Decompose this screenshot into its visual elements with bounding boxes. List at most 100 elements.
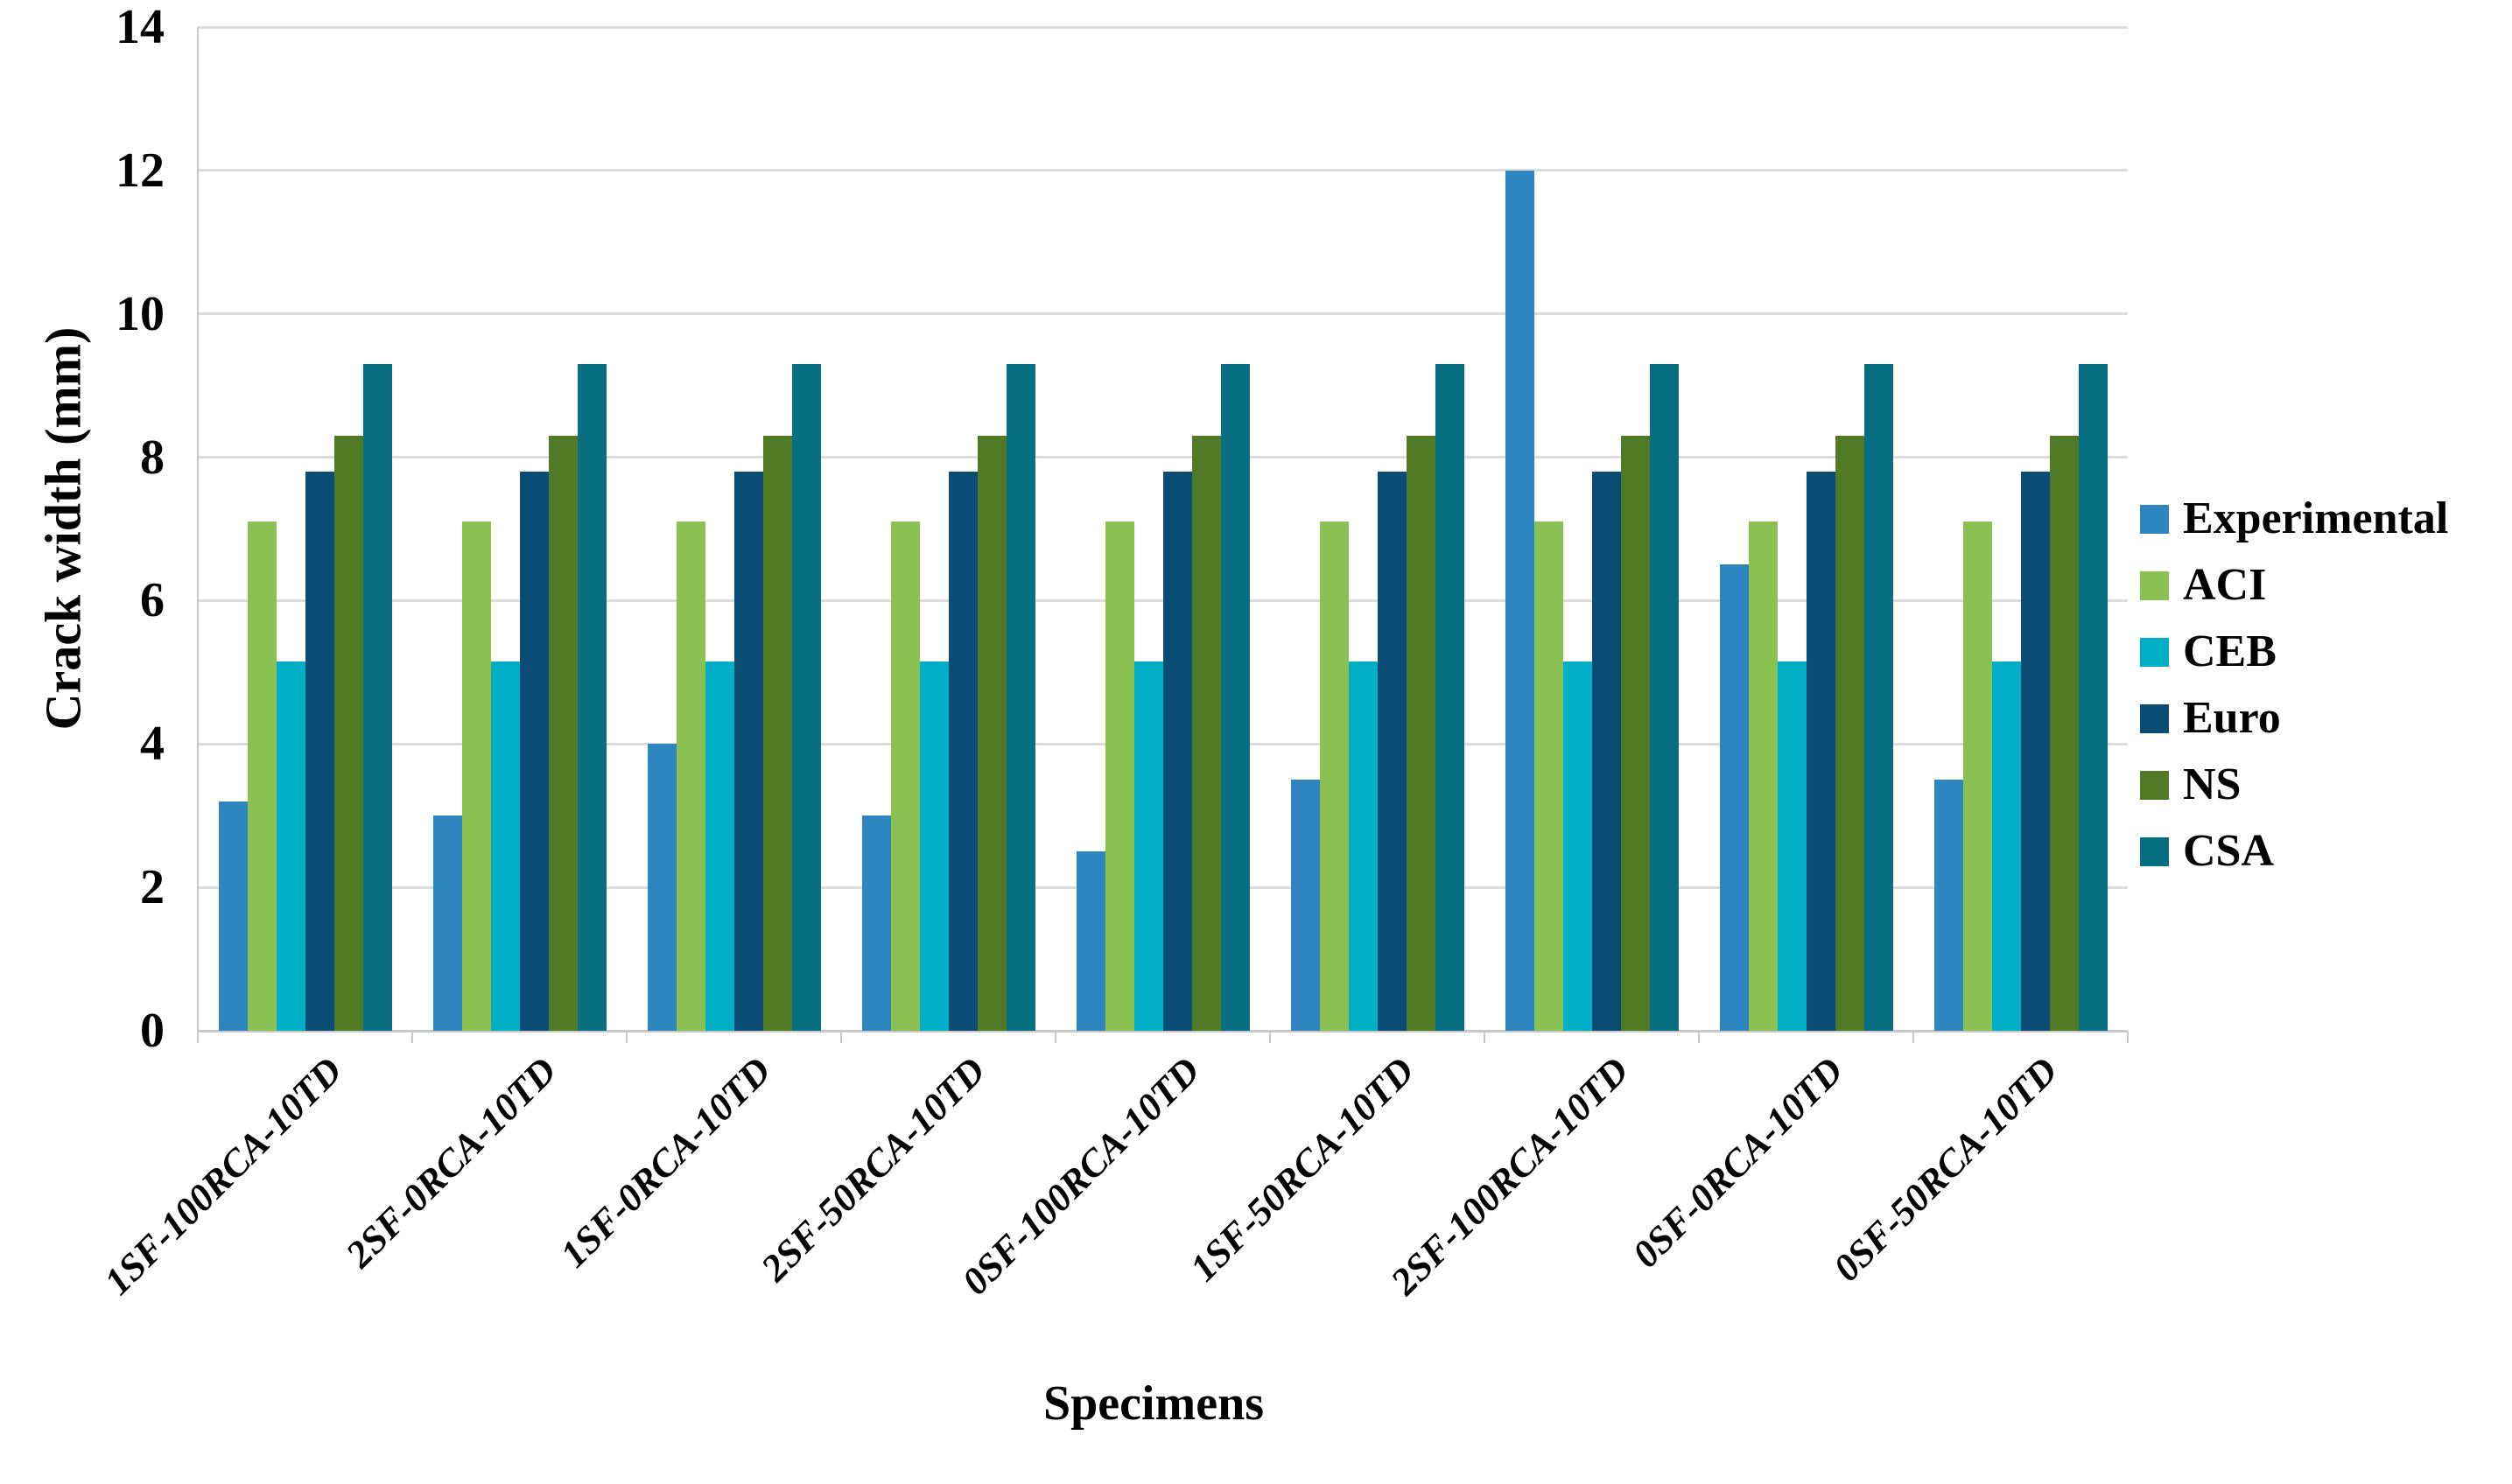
legend-swatch-experimental [2140,504,2169,534]
bar-ceb-0sf-50rca-10td [1991,662,2021,1031]
bar-ns-0sf-100rca-10td [1191,435,1221,1031]
x-axis-title: Specimens [1043,1376,1264,1431]
bar-ns-0sf-0rca-10td [1835,435,1864,1031]
bar-experimental-2sf-0rca-10td [432,816,462,1031]
x-tick-label: 2SF-50RCA-10TD [752,1048,993,1290]
bar-ns-1sf-100rca-10td [333,435,363,1031]
x-axis-tick [1055,1031,1056,1043]
x-tick-label: 2SF-100RCA-10TD [1382,1048,1637,1304]
legend-label: NS [2183,760,2242,809]
bar-ceb-1sf-0rca-10td [705,662,734,1031]
gridline [198,169,2128,172]
bar-experimental-0sf-100rca-10td [1076,851,1105,1031]
x-axis-tick [1269,1031,1271,1043]
bar-csa-0sf-0rca-10td [1863,364,1893,1031]
bar-ceb-2sf-100rca-10td [1562,662,1592,1031]
bar-euro-0sf-50rca-10td [2020,471,2050,1031]
y-tick-label: 12 [116,143,165,198]
bar-ceb-0sf-100rca-10td [1133,662,1163,1031]
x-tick-label: 2SF-0RCA-10TD [337,1048,565,1277]
x-tick-label: 1SF-100RCA-10TD [95,1048,350,1304]
bar-euro-1sf-0rca-10td [733,471,763,1031]
legend-item-experimental: Experimental [2140,495,2448,542]
bar-euro-2sf-50rca-10td [948,471,978,1031]
bar-ceb-2sf-50rca-10td [919,662,949,1031]
bar-experimental-2sf-50rca-10td [861,816,891,1031]
bar-experimental-1sf-0rca-10td [647,744,677,1031]
legend-label: Euro [2183,693,2281,743]
x-tick-label: 1SF-0RCA-10TD [551,1048,779,1277]
bar-csa-0sf-50rca-10td [2078,364,2108,1031]
bar-csa-2sf-100rca-10td [1649,364,1679,1031]
bar-experimental-1sf-50rca-10td [1290,780,1320,1031]
bar-ns-2sf-0rca-10td [548,435,578,1031]
x-axis-tick [626,1031,628,1043]
bar-ns-1sf-50rca-10td [1406,435,1435,1031]
bar-euro-1sf-100rca-10td [305,471,334,1031]
y-axis-title: Crack width (mm) [34,326,92,731]
bar-experimental-1sf-100rca-10td [218,801,248,1031]
x-axis-tick [1484,1031,1485,1043]
legend-item-euro: Euro [2140,695,2448,742]
gridline [198,312,2128,316]
bar-ceb-1sf-50rca-10td [1348,662,1378,1031]
bar-aci-0sf-0rca-10td [1748,522,1778,1031]
legend-label: Experimental [2183,494,2449,543]
bar-experimental-0sf-0rca-10td [1719,564,1749,1031]
bar-aci-0sf-50rca-10td [1962,522,1992,1031]
legend-swatch-ns [2140,770,2169,800]
bar-ns-2sf-50rca-10td [977,435,1007,1031]
bar-ceb-0sf-0rca-10td [1777,662,1807,1031]
legend-swatch-aci [2140,570,2169,600]
y-tick-label: 10 [116,286,165,341]
x-tick-label: 0SF-50RCA-10TD [1824,1048,2066,1290]
bar-ns-2sf-100rca-10td [1620,435,1650,1031]
x-axis-tick [197,1031,199,1043]
x-tick-label: 1SF-50RCA-10TD [1181,1048,1422,1290]
legend-label: ACI [2183,560,2267,610]
bar-euro-1sf-50rca-10td [1377,471,1407,1031]
bar-aci-2sf-50rca-10td [890,522,920,1031]
bar-aci-0sf-100rca-10td [1105,522,1134,1031]
legend-label: CEB [2183,626,2277,676]
legend-swatch-ceb [2140,637,2169,667]
bar-ns-1sf-0rca-10td [762,435,792,1031]
bar-aci-1sf-50rca-10td [1319,522,1349,1031]
legend: Experimental ACI CEB Euro NS CSA [2140,495,2448,894]
bar-ceb-1sf-100rca-10td [276,662,305,1031]
bar-aci-1sf-100rca-10td [247,522,277,1031]
bar-csa-1sf-50rca-10td [1435,364,1464,1031]
bar-csa-1sf-0rca-10td [791,364,821,1031]
gridline [198,456,2128,459]
y-tick-label: 2 [140,860,165,915]
y-axis-line [197,27,199,1043]
x-axis-tick [840,1031,842,1043]
x-tick-label: 0SF-0RCA-10TD [1624,1048,1851,1277]
x-axis-tick [2127,1031,2129,1043]
legend-item-csa: CSA [2140,828,2448,875]
x-axis-tick [1698,1031,1700,1043]
legend-swatch-csa [2140,836,2169,866]
bar-ceb-2sf-0rca-10td [490,662,520,1031]
bar-aci-2sf-0rca-10td [461,522,491,1031]
bar-experimental-2sf-100rca-10td [1505,170,1534,1031]
bar-csa-2sf-50rca-10td [1006,364,1035,1031]
x-tick-label: 0SF-100RCA-10TD [953,1048,1208,1304]
bar-ns-0sf-50rca-10td [2049,435,2079,1031]
legend-label: CSA [2183,826,2275,876]
bar-euro-2sf-0rca-10td [519,471,549,1031]
bar-euro-2sf-100rca-10td [1591,471,1621,1031]
legend-swatch-euro [2140,704,2169,733]
bar-csa-2sf-0rca-10td [577,364,607,1031]
bar-aci-1sf-0rca-10td [676,522,705,1031]
x-axis-line [198,1029,2128,1032]
y-tick-label: 0 [140,1004,165,1058]
bar-euro-0sf-0rca-10td [1806,471,1835,1031]
bar-aci-2sf-100rca-10td [1533,522,1563,1031]
bar-csa-0sf-100rca-10td [1220,364,1250,1031]
bar-csa-1sf-100rca-10td [362,364,392,1031]
y-tick-label: 14 [116,0,165,54]
legend-item-ns: NS [2140,761,2448,808]
y-tick-label: 8 [140,430,165,485]
